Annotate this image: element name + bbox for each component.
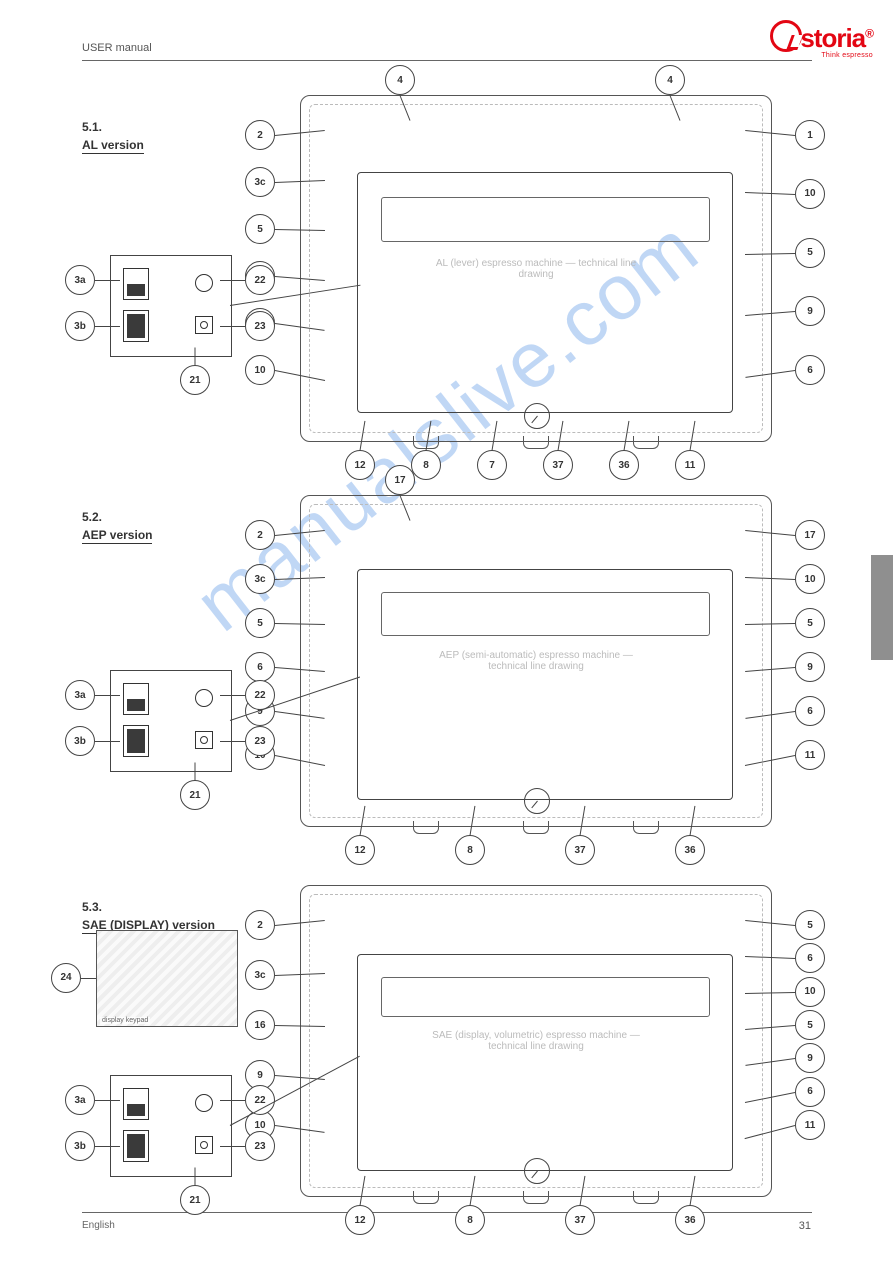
callout-6: 6 (795, 1077, 825, 1107)
callout-9: 9 (795, 296, 825, 326)
leader-line (95, 1146, 120, 1147)
section-number-aep: 5.2. (82, 510, 102, 524)
leader-line (220, 326, 245, 327)
callout-2: 2 (245, 120, 275, 150)
callout-36: 36 (675, 835, 705, 865)
callout-5: 5 (795, 1010, 825, 1040)
callout-17: 17 (385, 465, 415, 495)
callout-24: 24 (51, 963, 81, 993)
callout-3c: 3c (245, 960, 275, 990)
callout-5: 5 (245, 214, 275, 244)
callout-21: 21 (180, 365, 210, 395)
side-tab (871, 555, 893, 660)
callout-36: 36 (609, 450, 639, 480)
header-text: USER manual (82, 42, 152, 54)
leader-line (220, 741, 245, 742)
callout-2: 2 (245, 520, 275, 550)
leader-line (95, 326, 120, 327)
callout-7: 7 (477, 450, 507, 480)
callout-5: 5 (795, 608, 825, 638)
callout-10: 10 (795, 564, 825, 594)
callout-4: 4 (655, 65, 685, 95)
section-number-al: 5.1. (82, 120, 102, 134)
callout-3c: 3c (245, 564, 275, 594)
machine-aep: AEP (semi-automatic) espresso machine — … (300, 495, 772, 827)
leader-line (220, 695, 245, 696)
section-title-aep: AEP version (82, 528, 152, 544)
callout-5: 5 (795, 910, 825, 940)
callout-8: 8 (411, 450, 441, 480)
callout-16: 16 (245, 1010, 275, 1040)
callout-9: 9 (795, 1043, 825, 1073)
section-number-sae: 5.3. (82, 900, 102, 914)
callout-6: 6 (795, 943, 825, 973)
leader-line (195, 763, 196, 781)
callout-2: 2 (245, 910, 275, 940)
callout-3a: 3a (65, 1085, 95, 1115)
callout-8: 8 (455, 835, 485, 865)
callout-21: 21 (180, 1185, 210, 1215)
keypad-inset: display keypad (96, 930, 238, 1027)
callout-22: 22 (245, 1085, 275, 1115)
switch-panel-aep (110, 670, 232, 772)
callout-6: 6 (245, 652, 275, 682)
callout-21: 21 (180, 780, 210, 810)
brand-logo: storia® Think espresso (733, 20, 873, 59)
brand-a-icon (770, 20, 802, 52)
machine-al: AL (lever) espresso machine — technical … (300, 95, 772, 442)
footer-language: English (82, 1220, 115, 1231)
callout-12: 12 (345, 1205, 375, 1235)
leader-line (95, 741, 120, 742)
callout-3b: 3b (65, 1131, 95, 1161)
callout-6: 6 (795, 355, 825, 385)
callout-4: 4 (385, 65, 415, 95)
page-number: 31 (799, 1220, 811, 1232)
callout-11: 11 (795, 1110, 825, 1140)
callout-12: 12 (345, 450, 375, 480)
callout-17: 17 (795, 520, 825, 550)
callout-3a: 3a (65, 265, 95, 295)
callout-10: 10 (795, 977, 825, 1007)
leader-line (195, 348, 196, 366)
callout-9: 9 (795, 652, 825, 682)
header-rule (82, 60, 812, 61)
leader-line (220, 280, 245, 281)
callout-12: 12 (345, 835, 375, 865)
switch-panel-sae (110, 1075, 232, 1177)
callout-23: 23 (245, 1131, 275, 1161)
callout-3b: 3b (65, 311, 95, 341)
callout-11: 11 (675, 450, 705, 480)
callout-37: 37 (565, 835, 595, 865)
leader-line (220, 1146, 245, 1147)
callout-5: 5 (795, 238, 825, 268)
callout-3c: 3c (245, 167, 275, 197)
callout-23: 23 (245, 311, 275, 341)
leader-line (745, 992, 795, 994)
leader-line (81, 978, 96, 979)
leader-line (195, 1168, 196, 1186)
machine-sae: SAE (display, volumetric) espresso machi… (300, 885, 772, 1197)
leader-line (95, 1100, 120, 1101)
switch-panel-al (110, 255, 232, 357)
leader-line (220, 1100, 245, 1101)
callout-3a: 3a (65, 680, 95, 710)
callout-37: 37 (543, 450, 573, 480)
callout-11: 11 (795, 740, 825, 770)
callout-22: 22 (245, 265, 275, 295)
leader-line (95, 280, 120, 281)
callout-3b: 3b (65, 726, 95, 756)
callout-8: 8 (455, 1205, 485, 1235)
leader-line (95, 695, 120, 696)
section-title-al: AL version (82, 138, 144, 154)
callout-10: 10 (245, 355, 275, 385)
callout-23: 23 (245, 726, 275, 756)
callout-6: 6 (795, 696, 825, 726)
callout-36: 36 (675, 1205, 705, 1235)
callout-10: 10 (795, 179, 825, 209)
callout-37: 37 (565, 1205, 595, 1235)
callout-1: 1 (795, 120, 825, 150)
callout-5: 5 (245, 608, 275, 638)
